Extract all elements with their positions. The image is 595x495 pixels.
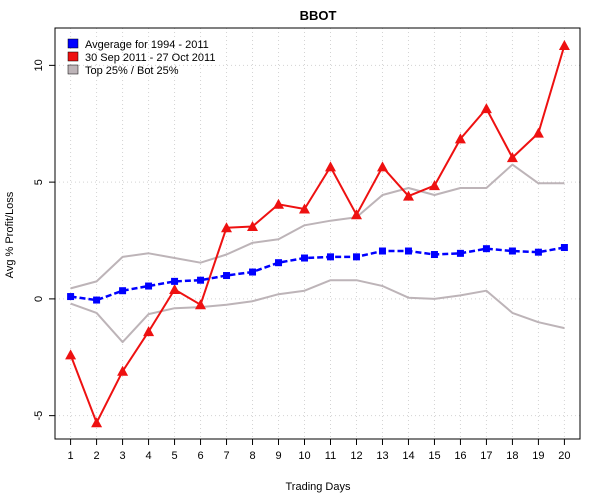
series-2-point-17 (480, 103, 492, 114)
series-1-point-19 (534, 248, 542, 256)
series-2-point-1 (65, 349, 77, 360)
series-1-point-2 (93, 296, 101, 304)
series-1-point-6 (197, 276, 205, 284)
series-line-4 (70, 279, 565, 344)
series-1-point-5 (171, 277, 179, 285)
series-1-point-18 (508, 247, 516, 255)
series-1-point-13 (378, 247, 386, 255)
series-1-point-4 (145, 282, 153, 290)
series-2-point-5 (169, 284, 181, 294)
x-tick-label-9: 9 (275, 450, 281, 462)
x-tick-label-4: 4 (146, 450, 152, 462)
grid (55, 28, 580, 439)
legend-swatch-2 (67, 51, 79, 62)
legend-label-1: Avgerage for 1994 - 2011 (85, 39, 209, 51)
x-tick-label-13: 13 (376, 450, 388, 462)
series-1-point-20 (560, 244, 568, 252)
x-tick-label-18: 18 (506, 450, 518, 462)
x-tick-label-20: 20 (558, 450, 570, 462)
series-1-point-11 (326, 253, 334, 261)
series-line-1 (70, 246, 565, 302)
series-2-point-12 (351, 209, 362, 220)
x-tick-label-6: 6 (197, 450, 203, 462)
series-2-point-20 (558, 40, 570, 50)
series-1-point-9 (275, 259, 283, 267)
x-tick-label-8: 8 (249, 450, 255, 462)
series-layer (65, 40, 570, 428)
x-tick-label-11: 11 (325, 450, 336, 462)
series-2-point-11 (325, 161, 336, 172)
series-2-point-2 (91, 417, 103, 428)
series-2-point-9 (273, 198, 284, 209)
series-2-point-13 (377, 161, 388, 172)
series-2-point-4 (143, 326, 155, 337)
series-2-point-7 (221, 222, 232, 233)
series-1-point-12 (352, 253, 360, 261)
series-1-point-15 (430, 251, 438, 259)
series-2-point-6 (195, 299, 206, 310)
x-tick-label-10: 10 (298, 450, 310, 462)
series-2-point-3 (117, 365, 129, 376)
x-tick-label-3: 3 (120, 450, 126, 462)
y-tick-label-3: 5 (33, 179, 45, 185)
y-tick-label-2: 0 (33, 296, 45, 302)
series-line-3 (70, 163, 565, 290)
x-tick-label-7: 7 (223, 450, 229, 462)
series-1-point-16 (456, 249, 464, 257)
x-tick-label-14: 14 (402, 450, 414, 462)
x-tick-label-5: 5 (171, 450, 177, 462)
series-2-point-10 (299, 203, 310, 214)
series-2-point-16 (454, 133, 466, 144)
x-tick-label-17: 17 (480, 450, 492, 462)
legend-label-2: 30 Sep 2011 - 27 Oct 2011 (85, 52, 215, 64)
series-1-point-8 (249, 268, 257, 276)
legend-swatch-1 (67, 38, 79, 49)
y-tick-label-1: -5 (33, 411, 45, 421)
series-2-point-19 (532, 127, 544, 138)
y-tick-label-4: 10 (33, 59, 45, 71)
legend-swatch-3 (67, 64, 79, 75)
series-1-point-14 (404, 247, 412, 255)
x-tick-label-12: 12 (350, 450, 362, 462)
x-axis-label: Trading Days (285, 481, 351, 493)
y-axis-label: Avg % Profit/Loss (4, 191, 16, 278)
series-1-point-7 (223, 272, 231, 280)
series-1-point-10 (301, 254, 309, 262)
series-2-point-14 (403, 190, 414, 201)
series-2-point-15 (429, 180, 440, 191)
series-1-point-3 (119, 287, 127, 295)
x-tick-label-19: 19 (532, 450, 544, 462)
x-tick-label-15: 15 (428, 450, 440, 462)
x-tick-label-2: 2 (94, 450, 100, 462)
series-2-point-8 (247, 221, 258, 231)
chart-title: BBOT (300, 8, 337, 23)
series-1-point-17 (482, 245, 490, 253)
x-tick-label-16: 16 (454, 450, 466, 462)
x-tick-label-1: 1 (68, 450, 74, 462)
legend-label-3: Top 25% / Bot 25% (85, 65, 179, 77)
series-1-point-1 (67, 293, 75, 301)
series-line-2 (69, 45, 566, 424)
series-2-point-18 (506, 152, 518, 163)
